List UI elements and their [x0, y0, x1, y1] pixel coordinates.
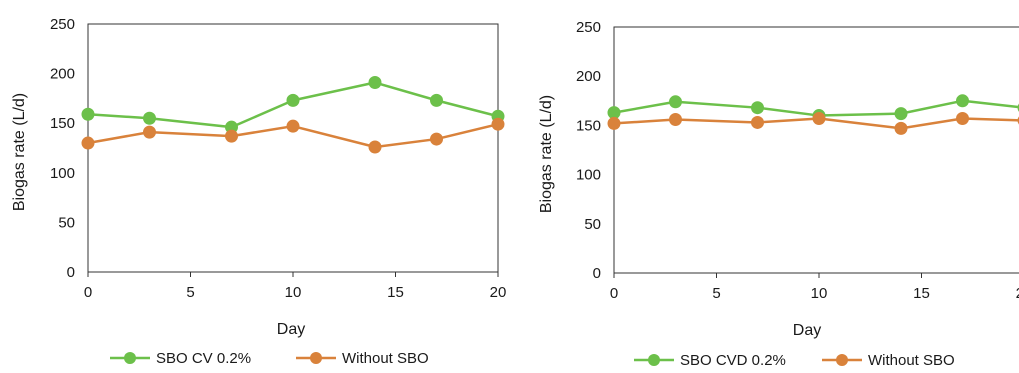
data-point-series-2: [491, 117, 505, 131]
legend-item-1: SBO CV 0.2%: [110, 350, 251, 367]
data-point-series-2: [812, 112, 826, 126]
data-point-series-2: [956, 112, 969, 126]
x-axis-title: Day: [793, 322, 821, 339]
x-tick-label: 5: [186, 284, 194, 301]
legend-label: SBO CV 0.2%: [156, 350, 251, 367]
data-point-series-2: [286, 119, 300, 133]
legend-item-2: Without SBO: [296, 350, 429, 367]
legend-marker: [836, 354, 848, 366]
data-point-series-2: [430, 132, 443, 146]
y-axis-title: Biogas rate (L/d): [538, 95, 555, 213]
plot-area-border: [87, 23, 499, 273]
data-point-series-2: [143, 125, 156, 139]
legend-item-1: SBO CVD 0.2%: [634, 352, 786, 369]
x-tick-label: 5: [712, 285, 720, 302]
y-tick-label: 250: [50, 16, 75, 33]
y-tick-label: 200: [50, 66, 75, 83]
y-tick-label: 150: [50, 115, 75, 132]
data-point-series-1: [81, 107, 95, 121]
x-tick-label: 0: [610, 285, 618, 302]
y-tick-label: 150: [576, 117, 601, 134]
legend-label: Without SBO: [342, 350, 429, 367]
x-tick-label: 10: [811, 285, 828, 302]
y-tick-label: 0: [593, 265, 601, 282]
legend-marker: [124, 352, 136, 364]
data-point-series-1: [286, 93, 300, 107]
y-tick-label: 0: [67, 264, 75, 281]
data-point-series-1: [669, 95, 682, 109]
data-point-series-2: [894, 121, 908, 135]
data-point-series-2: [225, 129, 238, 143]
plot-area-border: [613, 26, 1019, 274]
legend-marker: [310, 352, 322, 364]
data-point-series-2: [368, 140, 382, 154]
x-tick-label: 15: [913, 285, 930, 302]
y-axis-title: Biogas rate (L/d): [11, 93, 28, 211]
y-tick-label: 200: [576, 68, 601, 85]
x-tick-label: 20: [1016, 285, 1019, 302]
data-point-series-2: [607, 116, 621, 130]
data-point-series-2: [81, 136, 95, 150]
legend-label: SBO CVD 0.2%: [680, 352, 786, 369]
x-axis-title: Day: [277, 321, 305, 338]
data-point-series-1: [368, 76, 382, 90]
y-tick-label: 100: [50, 165, 75, 182]
data-point-series-1: [956, 94, 969, 108]
data-point-series-1: [143, 111, 156, 125]
legend-marker: [648, 354, 660, 366]
x-tick-label: 0: [84, 284, 92, 301]
x-tick-label: 15: [387, 284, 404, 301]
legend-item-2: Without SBO: [822, 352, 955, 369]
data-point-series-1: [751, 101, 764, 115]
data-point-series-1: [894, 107, 908, 121]
x-tick-label: 10: [285, 284, 302, 301]
y-tick-label: 50: [58, 214, 75, 231]
data-point-series-2: [751, 115, 764, 129]
data-point-series-1: [430, 93, 443, 107]
y-tick-label: 100: [576, 167, 601, 184]
y-tick-label: 250: [576, 19, 601, 36]
x-tick-label: 20: [490, 284, 507, 301]
data-point-series-2: [669, 112, 682, 126]
legend-label: Without SBO: [868, 352, 955, 369]
chart-panel-2: 0 50 100 150 200 250 0 5 10 15 20 Day Biogas rate (L…: [538, 19, 1019, 369]
y-tick-label: 50: [584, 216, 601, 233]
chart-panel-1: 0 50 100 150 200 250 0 5 10 15 20 Day Biogas rate (L…: [11, 16, 506, 367]
data-point-series-1: [607, 106, 621, 120]
